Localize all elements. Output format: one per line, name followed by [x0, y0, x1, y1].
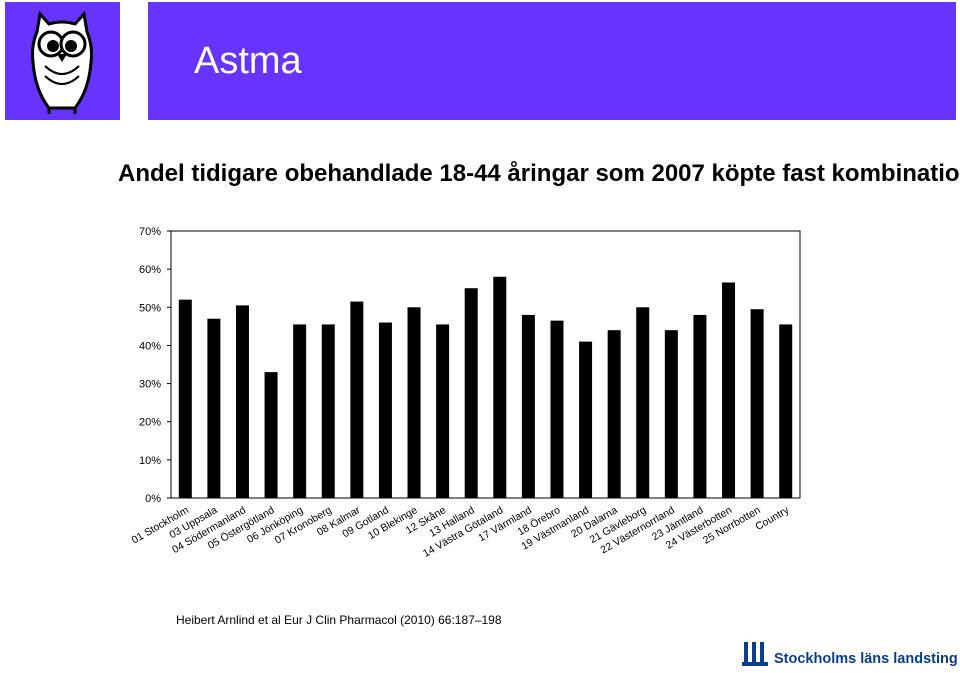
y-tick-label: 60%	[139, 264, 161, 276]
y-tick-label: 50%	[139, 302, 161, 314]
plot-frame	[170, 230, 801, 499]
bar	[178, 299, 192, 498]
category-label: Country	[753, 504, 791, 533]
y-tick-label: 40%	[139, 340, 161, 352]
bar	[264, 372, 278, 498]
bar	[436, 324, 450, 498]
bar	[293, 324, 307, 498]
landsting-logo-icon	[742, 642, 768, 666]
y-tick-label: 10%	[139, 455, 161, 467]
bar	[350, 301, 364, 498]
y-tick-label: 0%	[145, 493, 161, 505]
bar	[493, 276, 507, 498]
bar	[750, 309, 764, 498]
title-bar: Astma	[148, 2, 956, 120]
logo-text: Stockholms läns landsting	[774, 651, 958, 667]
bar	[779, 324, 793, 498]
y-tick-label: 70%	[139, 226, 161, 238]
bar	[579, 341, 593, 498]
bar	[722, 282, 736, 498]
bar	[607, 330, 621, 498]
bar	[464, 288, 478, 498]
bar	[207, 318, 221, 498]
bar	[407, 307, 421, 498]
y-tick-label: 30%	[139, 379, 161, 391]
bar	[636, 307, 650, 498]
owl-logo-panel	[5, 2, 120, 120]
citation: Heibert Arnlind et al Eur J Clin Pharmac…	[176, 613, 502, 627]
bar	[235, 305, 249, 498]
bar	[664, 330, 678, 498]
bar	[321, 324, 335, 498]
bar	[693, 314, 707, 498]
y-tick-label: 20%	[139, 417, 161, 429]
stockholms-lans-landsting-logo: Stockholms läns landsting	[740, 640, 958, 668]
bar	[550, 320, 564, 498]
bar	[521, 314, 535, 498]
chart-subtitle: Andel tidigare obehandlade 18-44 åringar…	[118, 160, 960, 187]
bar	[378, 322, 392, 498]
slide-title: Astma	[194, 40, 302, 82]
owl-icon	[31, 10, 93, 114]
